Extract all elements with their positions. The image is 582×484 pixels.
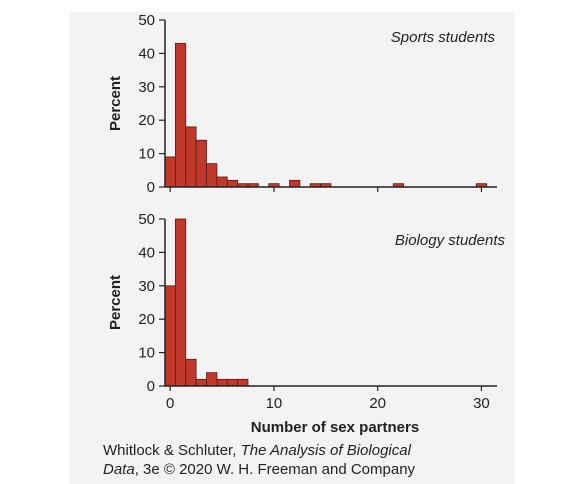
y-tick-label: 10 [138,146,155,163]
y-tick-label: 20 [138,112,155,129]
x-tick-label: 30 [473,395,490,412]
y-tick-label: 40 [138,45,155,62]
y-tick-label: 10 [138,345,155,362]
histogram-bar [216,176,228,188]
histogram-bar [164,285,176,387]
histogram-bar [195,139,207,188]
x-tick-label: 0 [166,395,174,412]
histogram-bar [237,378,249,387]
x-axis-label: Number of sex partners [251,419,419,436]
credit-book-title-line1: The Analysis of Biological [240,442,411,459]
y-tick-label: 30 [138,79,155,96]
y-tick-label: 50 [138,12,155,29]
x-tick-label: 20 [369,395,386,412]
histogram-figure: 0 10 20 30 40 50 Percent Sports students 0 10 20 30… [107,12,505,436]
histogram-bar [206,163,218,188]
histogram-bar [226,179,239,188]
y-axis-label: Percent [107,275,124,330]
credit-suffix: , 3e © 2020 W. H. Freeman and Company [134,461,416,478]
histogram-bar [226,378,239,387]
credit-book-title-line2: Data [103,461,135,478]
histogram-bar [206,372,218,387]
y-axis-label: Percent [107,76,124,131]
figure-panel [69,12,515,484]
x-tick-label: 10 [266,395,283,412]
histogram-bar [174,42,187,188]
histogram-bar [195,378,207,387]
credit-prefix: Whitlock & Schluter, [103,442,241,459]
y-tick-label: 40 [138,244,155,261]
histogram-bar [216,378,228,387]
y-tick-label: 20 [138,311,155,328]
figure-credit: Whitlock & Schluter, The Analysis of Bio… [103,441,415,479]
panel-sports: 0 10 20 30 40 50 Percent Sports students [107,12,497,196]
y-tick-label: 0 [147,378,155,395]
histogram-bar [185,358,197,387]
histogram-bar [289,179,301,188]
y-tick-label: 50 [138,211,155,228]
panel-title: Biology students [395,232,506,249]
histogram-bar [185,126,197,188]
panel-biology: 0 10 20 30 40 50 0 10 20 30 Percent Biology student… [107,211,505,436]
panel-title: Sports students [391,29,496,46]
histogram-bar [174,218,187,387]
histogram-bar [164,156,176,188]
y-tick-label: 30 [138,278,155,295]
y-tick-label: 0 [147,179,155,196]
